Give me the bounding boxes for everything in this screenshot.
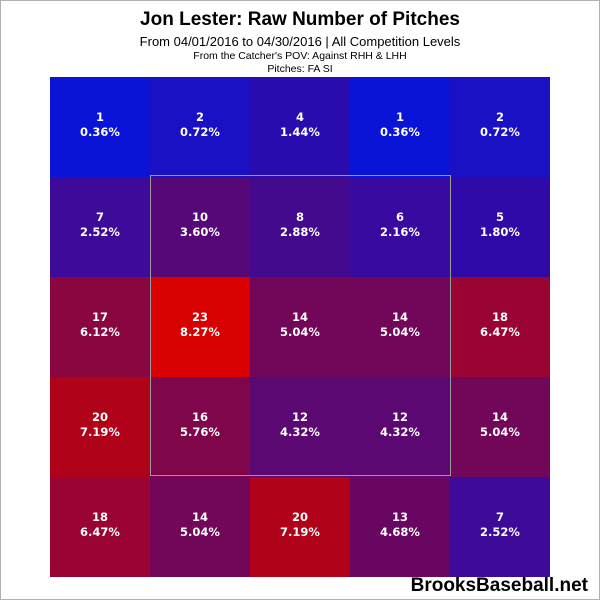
heatmap-cell-r3-c5: [450, 277, 550, 377]
heatmap-cell-r3-c3: [250, 277, 350, 377]
cell-count-label: 20: [292, 510, 308, 524]
cell-count-label: 8: [296, 210, 304, 224]
cell-count-label: 14: [292, 310, 308, 324]
cell-count-label: 23: [192, 310, 208, 324]
heatmap-cell-r2-c5: [450, 177, 550, 277]
cell-percent-label: 5.04%: [480, 425, 520, 439]
cell-count-label: 12: [392, 410, 408, 424]
cell-percent-label: 5.76%: [180, 425, 220, 439]
heatmap-cell-r5-c2: [150, 477, 250, 577]
heatmap-cell-r3-c4: [350, 277, 450, 377]
cell-count-label: 18: [92, 510, 108, 524]
heatmap-cell-r3-c2: [150, 277, 250, 377]
cell-count-label: 13: [392, 510, 408, 524]
cell-count-label: 4: [296, 110, 304, 124]
cell-percent-label: 0.36%: [80, 125, 120, 139]
pitch-types-label: Pitches: FA SI: [267, 63, 333, 75]
heatmap-cell-r1-c2: [150, 77, 250, 177]
heatmap-cell-r1-c1: [50, 77, 150, 177]
cell-count-label: 6: [396, 210, 404, 224]
heatmap-cell-r2-c4: [350, 177, 450, 277]
heatmap-cell-r5-c5: [450, 477, 550, 577]
chart-title: Jon Lester: Raw Number of Pitches: [140, 9, 460, 30]
heatmap-cell-r1-c3: [250, 77, 350, 177]
cell-count-label: 14: [392, 310, 408, 324]
pov-label: From the Catcher's POV: Against RHH & LH…: [193, 50, 407, 62]
cell-count-label: 7: [96, 210, 104, 224]
cell-percent-label: 0.36%: [380, 125, 420, 139]
heatmap-cell-r4-c2: [150, 377, 250, 477]
cell-count-label: 12: [292, 410, 308, 424]
heatmap-cell-r1-c5: [450, 77, 550, 177]
cell-count-label: 2: [196, 110, 204, 124]
cell-count-label: 17: [92, 310, 108, 324]
cell-percent-label: 4.68%: [380, 525, 420, 539]
heatmap-cell-r3-c1: [50, 277, 150, 377]
heatmap-cell-r2-c2: [150, 177, 250, 277]
cell-percent-label: 3.60%: [180, 225, 220, 239]
cell-percent-label: 2.88%: [280, 225, 320, 239]
cell-percent-label: 2.52%: [480, 525, 520, 539]
cell-percent-label: 6.47%: [480, 325, 520, 339]
cell-count-label: 2: [496, 110, 504, 124]
cell-percent-label: 7.19%: [80, 425, 120, 439]
cell-percent-label: 0.72%: [480, 125, 520, 139]
cell-percent-label: 5.04%: [280, 325, 320, 339]
heatmap-cell-r5-c3: [250, 477, 350, 577]
heatmap-cell-r1-c4: [350, 77, 450, 177]
heatmap-cell-r4-c5: [450, 377, 550, 477]
cell-percent-label: 2.52%: [80, 225, 120, 239]
cell-count-label: 5: [496, 210, 504, 224]
cell-count-label: 1: [396, 110, 404, 124]
cell-percent-label: 5.04%: [180, 525, 220, 539]
strike-zone-outline: [150, 175, 451, 476]
cell-count-label: 14: [492, 410, 508, 424]
heatmap-cell-r4-c4: [350, 377, 450, 477]
heatmap-cell-r4-c3: [250, 377, 350, 477]
cell-count-label: 20: [92, 410, 108, 424]
cell-percent-label: 8.27%: [180, 325, 220, 339]
heatmap-cell-r2-c3: [250, 177, 350, 277]
cell-count-label: 1: [96, 110, 104, 124]
cell-count-label: 14: [192, 510, 208, 524]
heatmap-cell-r5-c4: [350, 477, 450, 577]
cell-percent-label: 4.32%: [380, 425, 420, 439]
heatmap-cell-r5-c1: [50, 477, 150, 577]
cell-percent-label: 1.44%: [280, 125, 320, 139]
cell-percent-label: 6.47%: [80, 525, 120, 539]
heatmap-cell-r2-c1: [50, 177, 150, 277]
chart-subtitle: From 04/01/2016 to 04/30/2016 | All Comp…: [139, 34, 461, 49]
cell-count-label: 16: [192, 410, 208, 424]
cell-percent-label: 0.72%: [180, 125, 220, 139]
cell-percent-label: 4.32%: [280, 425, 320, 439]
cell-count-label: 10: [192, 210, 208, 224]
cell-count-label: 7: [496, 510, 504, 524]
brand-watermark: BrooksBaseball.net: [410, 575, 588, 596]
cell-count-label: 18: [492, 310, 508, 324]
cell-percent-label: 5.04%: [380, 325, 420, 339]
cell-percent-label: 1.80%: [480, 225, 520, 239]
cell-percent-label: 2.16%: [380, 225, 420, 239]
cell-percent-label: 7.19%: [280, 525, 320, 539]
heatmap-cell-r4-c1: [50, 377, 150, 477]
cell-percent-label: 6.12%: [80, 325, 120, 339]
